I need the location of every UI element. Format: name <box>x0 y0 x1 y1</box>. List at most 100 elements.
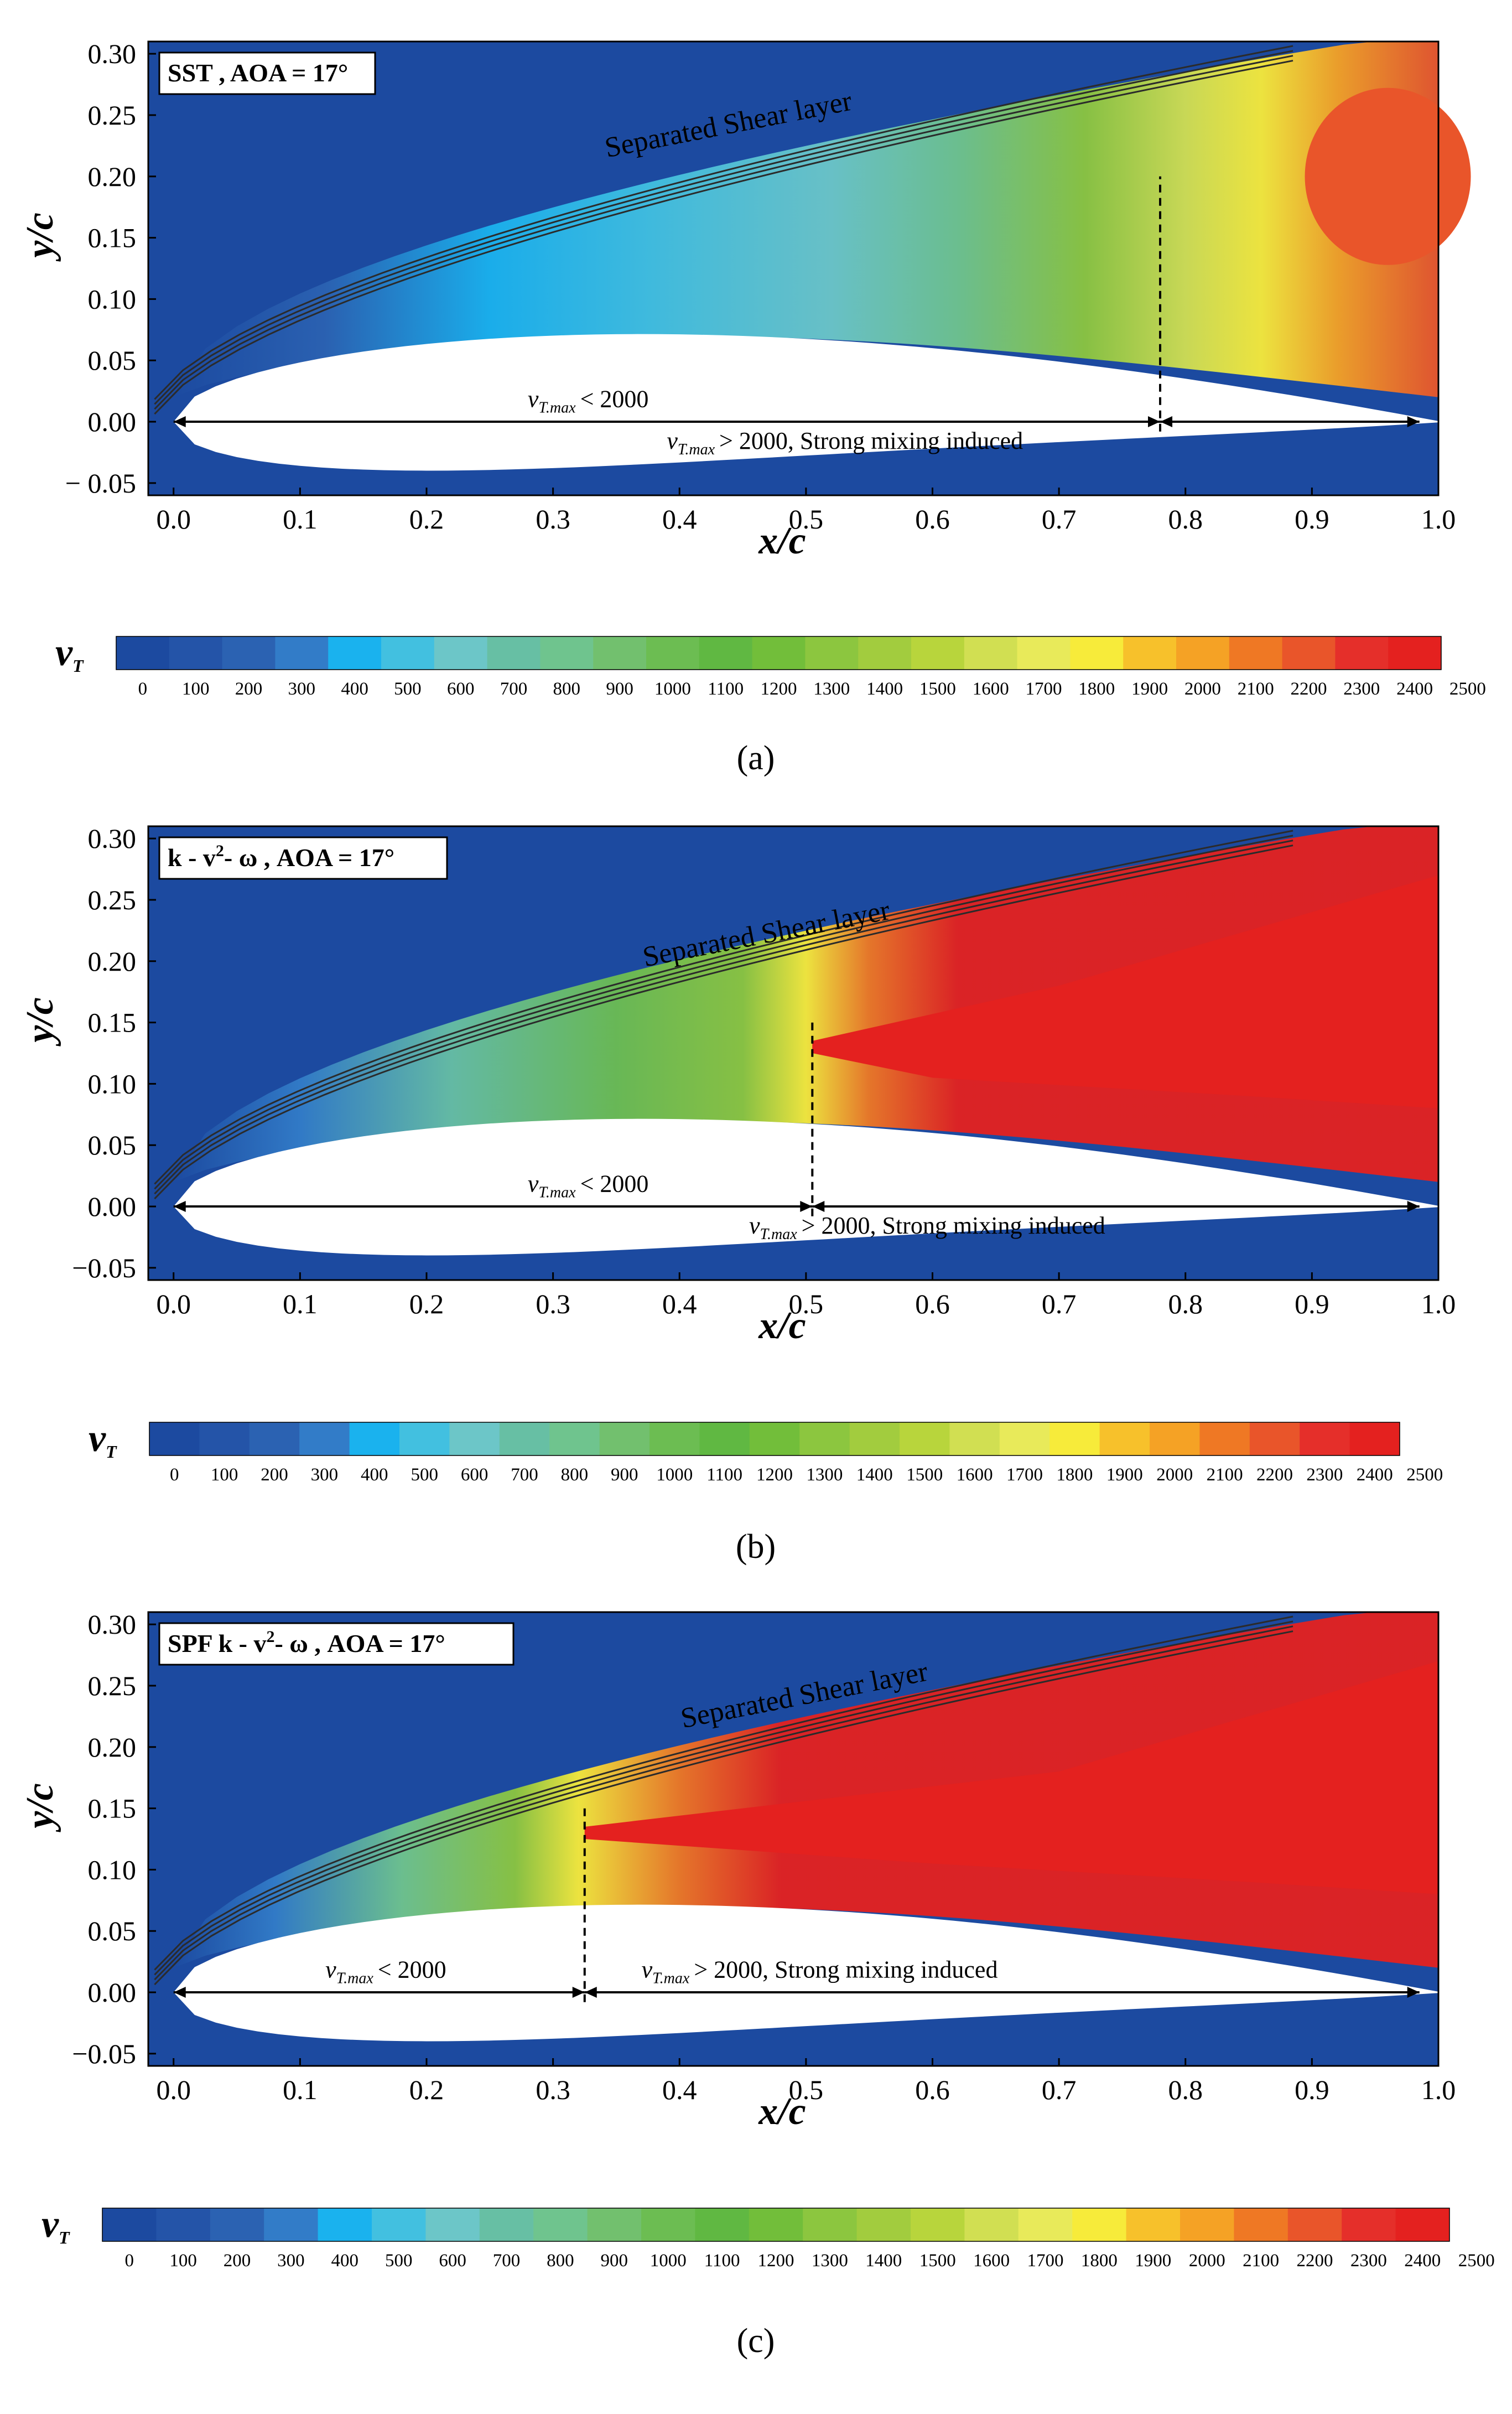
colorbar-swatch <box>1229 636 1283 670</box>
y-axis-label: y/c <box>19 997 61 1047</box>
colorbar-swatch <box>641 2208 695 2241</box>
x-tick-label: 1.0 <box>1421 2074 1456 2105</box>
colorbar-tick-label: 2400 <box>1396 679 1433 699</box>
colorbar-tick-label: 1300 <box>806 1465 843 1485</box>
colorbar-swatch <box>425 2208 480 2241</box>
x-tick-label: 0.0 <box>156 2074 191 2105</box>
colorbar-tick-label: 700 <box>500 679 528 699</box>
colorbar-swatch <box>599 1422 650 1455</box>
y-axis-label: y/c <box>19 1783 61 1832</box>
annot-low: νT.max < 2000 <box>528 1170 649 1201</box>
colorbar-tick-label: 400 <box>341 679 368 699</box>
colorbar-tick-label: 0 <box>170 1465 179 1485</box>
colorbar-swatch <box>540 636 594 670</box>
colorbar-tick-label: 200 <box>261 1465 288 1485</box>
colorbar-tick-label: 500 <box>394 679 422 699</box>
title-v: v <box>253 1629 266 1657</box>
colorbar-swatch <box>856 2208 911 2241</box>
colorbar-swatch <box>1388 636 1442 670</box>
colorbar-swatch <box>102 2208 157 2241</box>
colorbar-swatch <box>156 2208 211 2241</box>
colorbar-swatch <box>434 636 488 670</box>
colorbar-tick-label: 2300 <box>1306 1465 1343 1485</box>
nu-sub: T.max <box>760 1226 798 1243</box>
y-tick-label: 0.20 <box>88 1732 137 1763</box>
colorbar-tick-label: 2500 <box>1458 2251 1495 2271</box>
x-tick-label: 0.3 <box>536 1288 570 1319</box>
colorbar-tick-label: 1000 <box>656 1465 693 1485</box>
x-tick-label: 0.9 <box>1295 504 1329 535</box>
y-tick-label: −0.05 <box>72 1252 136 1283</box>
colorbar-swatch <box>964 2208 1019 2241</box>
colorbar-symbol: ν <box>41 2203 59 2246</box>
colorbar-swatch <box>1018 2208 1073 2241</box>
colorbar-tick-label: 1000 <box>650 2251 687 2271</box>
title-box: SST , AOA = 17° <box>158 51 376 95</box>
colorbar-frame <box>149 1422 1400 1456</box>
title-v: v <box>203 843 216 872</box>
shear-streamline <box>154 45 1293 400</box>
colorbar-swatch <box>1300 1422 1350 1455</box>
colorbar-frame <box>102 2208 1450 2242</box>
title-box: k - v2- ω , AOA = 17° <box>158 836 448 880</box>
colorbar-title: νT <box>89 1417 117 1462</box>
colorbar-tick-label: 700 <box>511 1465 538 1485</box>
colorbar-tick-label: 1300 <box>812 2251 848 2271</box>
annot-low: νT.max < 2000 <box>528 385 649 416</box>
colorbar-tick-label: 2200 <box>1256 1465 1293 1485</box>
colorbar-tick-label: 0 <box>138 679 148 699</box>
contour-core-red <box>812 875 1438 1108</box>
y-tick-label: 0.30 <box>88 823 137 854</box>
x-tick-label: 0.0 <box>156 504 191 535</box>
nu-symbol: ν <box>325 1956 336 1983</box>
colorbar-tick-label: 300 <box>277 2251 305 2271</box>
shear-streamline <box>154 840 1293 1195</box>
y-tick-label: 0.15 <box>88 222 137 253</box>
contour-field <box>173 42 1438 397</box>
panel-caption: (b) <box>736 1528 776 1566</box>
colorbar-swatch <box>1176 636 1230 670</box>
y-tick-label: 0.10 <box>88 1068 137 1099</box>
colorbar-swatch <box>695 2208 750 2241</box>
title-box-frame <box>158 51 376 95</box>
nu-sub: T.max <box>336 1970 374 1987</box>
colorbar-swatch <box>699 1422 750 1455</box>
colorbar-swatch <box>650 1422 700 1455</box>
colorbar-swatch <box>911 636 965 670</box>
nu-symbol: ν <box>528 385 539 412</box>
colorbar-swatch <box>149 1422 200 1455</box>
shear-streamline <box>154 830 1293 1185</box>
colorbar-swatch <box>328 636 382 670</box>
colorbar-frame <box>116 636 1442 670</box>
colorbar-symbol: ν <box>89 1417 106 1460</box>
shear-streamline <box>154 845 1293 1200</box>
shear-streamline <box>154 835 1293 1190</box>
y-tick-label: 0.15 <box>88 1793 137 1824</box>
colorbar-swatch <box>1070 636 1124 670</box>
x-tick-label: 0.6 <box>915 1288 950 1319</box>
colorbar-tick-label: 2500 <box>1406 1465 1443 1485</box>
colorbar-tick-label: 100 <box>182 679 210 699</box>
y-tick-label: 0.20 <box>88 946 137 977</box>
nu-symbol: ν <box>667 427 678 454</box>
colorbar-tick-label: 300 <box>288 679 316 699</box>
colorbar-tick-label: 1900 <box>1131 679 1168 699</box>
x-tick-label: 0.4 <box>662 2074 697 2105</box>
annot-high: νT.max > 2000, Strong mixing induced <box>667 427 1023 458</box>
colorbar-tick-label: 200 <box>235 679 263 699</box>
colorbar-tick-label: 2200 <box>1297 2251 1333 2271</box>
colorbar-title: νT <box>41 2203 70 2247</box>
colorbar-tick-label: 1400 <box>865 2251 902 2271</box>
colorbar-swatch <box>752 636 806 670</box>
colorbar-sub: T <box>106 1442 117 1462</box>
colorbar-swatch <box>449 1422 500 1455</box>
colorbar-swatch <box>911 2208 965 2241</box>
shear-streamline <box>154 1620 1293 1976</box>
colorbar-tick-label: 600 <box>447 679 475 699</box>
colorbar-swatch <box>399 1422 450 1455</box>
annot-low-text: < 2000 <box>580 1170 649 1197</box>
arrow-head <box>173 1987 186 1998</box>
contour-field <box>173 826 1438 1182</box>
colorbar-swatch <box>487 636 541 670</box>
